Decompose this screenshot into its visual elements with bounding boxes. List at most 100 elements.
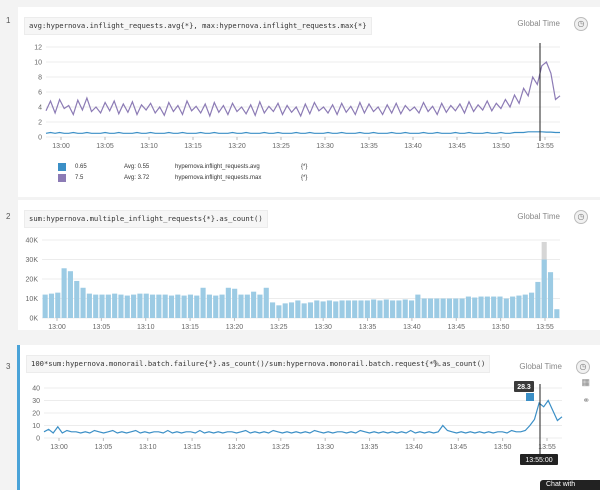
bar: [112, 293, 118, 318]
bar: [118, 294, 124, 318]
bar: [402, 299, 408, 318]
bar: [465, 296, 471, 318]
y-tick-label: 8: [38, 75, 42, 82]
bar: [187, 294, 194, 318]
x-tick-label: 13:35: [359, 324, 377, 330]
bar: [263, 287, 269, 318]
x-tick-label: 13:55: [536, 143, 554, 150]
query-expression[interactable]: sum:hypernova.multiple_inflight_requests…: [24, 210, 268, 228]
bar: [131, 294, 137, 318]
graph-panel-multiple-inflight: sum:hypernova.multiple_inflight_requests…: [18, 200, 600, 330]
global-time-label[interactable]: Global Time: [519, 362, 562, 371]
legend-swatch: [58, 174, 66, 182]
bar: [516, 295, 522, 318]
y-tick-label: 20K: [26, 277, 39, 284]
global-time-label[interactable]: Global Time: [517, 19, 560, 28]
bar-chart-multiple-inflight[interactable]: 0K 10K 20K 30K 40K 13:00 13:05 13:10 13:15 13:20 1…: [18, 230, 600, 330]
x-tick-label: 13:20: [226, 324, 244, 330]
x-tick-label: 13:55: [536, 324, 554, 330]
bar: [383, 299, 389, 318]
bar: [143, 293, 149, 318]
bar: [181, 295, 187, 318]
pencil-icon[interactable]: ✎: [432, 359, 441, 370]
x-tick-label: 13:50: [494, 444, 512, 451]
series-line: [43, 399, 563, 434]
legend-value: 7.5: [75, 175, 84, 181]
bar: [48, 293, 55, 318]
bar: [453, 298, 459, 318]
x-tick-label: 13:55: [538, 444, 556, 451]
y-tick-label: 30: [32, 398, 40, 405]
bar: [213, 295, 219, 318]
bar: [232, 288, 238, 318]
bar: [440, 298, 446, 318]
x-tick-label: 13:15: [181, 324, 199, 330]
x-tick-label: 13:20: [228, 143, 246, 150]
bar: [251, 291, 257, 318]
y-tick-label: 4: [38, 105, 42, 112]
bar: [244, 294, 250, 318]
bar: [484, 296, 490, 318]
bar: [86, 293, 92, 318]
bar: [541, 259, 547, 318]
bar: [137, 293, 143, 318]
bar: [200, 287, 206, 318]
legend-scope: {*}: [301, 175, 308, 181]
bar: [149, 294, 156, 318]
legend-avg: Avg: 3.72: [124, 175, 150, 181]
bar: [408, 300, 415, 318]
query-expression[interactable]: 100*sum:hypernova.monorail.batch.failure…: [26, 355, 491, 373]
y-tick-label: 10K: [26, 296, 39, 303]
bar: [282, 303, 288, 318]
bar: [371, 299, 377, 318]
bar: [421, 298, 427, 318]
row-number: 2: [6, 212, 11, 221]
clock-icon[interactable]: ◷: [576, 360, 590, 374]
bar: [320, 301, 326, 318]
bar: [168, 295, 175, 318]
x-tick-label: 13:05: [93, 324, 111, 330]
bar: [472, 297, 478, 318]
legend-value: 0.65: [75, 164, 87, 170]
line-chart-batch-failure[interactable]: 0 10 20 30 40 13:00 13:05 13:10 13:15 13:20 13:25 1…: [20, 380, 590, 490]
graph-panel-batch-failure: 100*sum:hypernova.monorail.batch.failure…: [17, 345, 600, 490]
legend-avg: Avg: 0.55: [124, 164, 150, 170]
line-chart-inflight[interactable]: 0 2 4 6 8 10 12 13:00 13:05 13:10 13:15 13:20 13:25 1…: [18, 39, 600, 159]
bar: [522, 294, 528, 318]
clock-icon[interactable]: ◷: [574, 17, 588, 31]
x-tick-label: 13:45: [448, 143, 466, 150]
bar: [307, 302, 314, 318]
bar: [175, 294, 181, 318]
clock-icon[interactable]: ◷: [574, 210, 588, 224]
x-tick-label: 13:05: [95, 444, 113, 451]
legend-metric: hypernova.inflight_requests.avg: [175, 164, 260, 170]
bar: [345, 300, 351, 318]
grid-icon[interactable]: ▦: [581, 377, 590, 387]
query-expression[interactable]: avg:hypernova.inflight_requests.avg{*}, …: [24, 17, 372, 35]
bar: [257, 294, 263, 318]
x-tick-label: 13:40: [403, 324, 421, 330]
legend-scope: {*}: [301, 164, 308, 170]
global-time-label[interactable]: Global Time: [517, 212, 560, 221]
row-number: 3: [6, 362, 11, 371]
bar: [80, 287, 86, 318]
bar: [238, 294, 244, 318]
bar: [74, 280, 80, 318]
bar: [358, 300, 364, 318]
bar: [124, 295, 130, 318]
bar: [554, 309, 560, 318]
legend-metric: hypernova.inflight_requests.max: [175, 175, 262, 181]
bar: [55, 292, 61, 318]
link-icon[interactable]: ⚭: [582, 395, 590, 405]
bar: [61, 268, 67, 318]
chat-button[interactable]: Chat with: [540, 480, 600, 490]
x-tick-label: 13:35: [361, 444, 379, 451]
x-tick-label: 13:10: [137, 324, 155, 330]
bar: [478, 296, 484, 318]
x-tick-label: 13:10: [140, 143, 158, 150]
y-tick-label: 2: [38, 120, 42, 127]
series-marker: [526, 393, 534, 401]
bar: [377, 300, 383, 318]
bar: [314, 300, 320, 318]
bar: [547, 272, 554, 318]
